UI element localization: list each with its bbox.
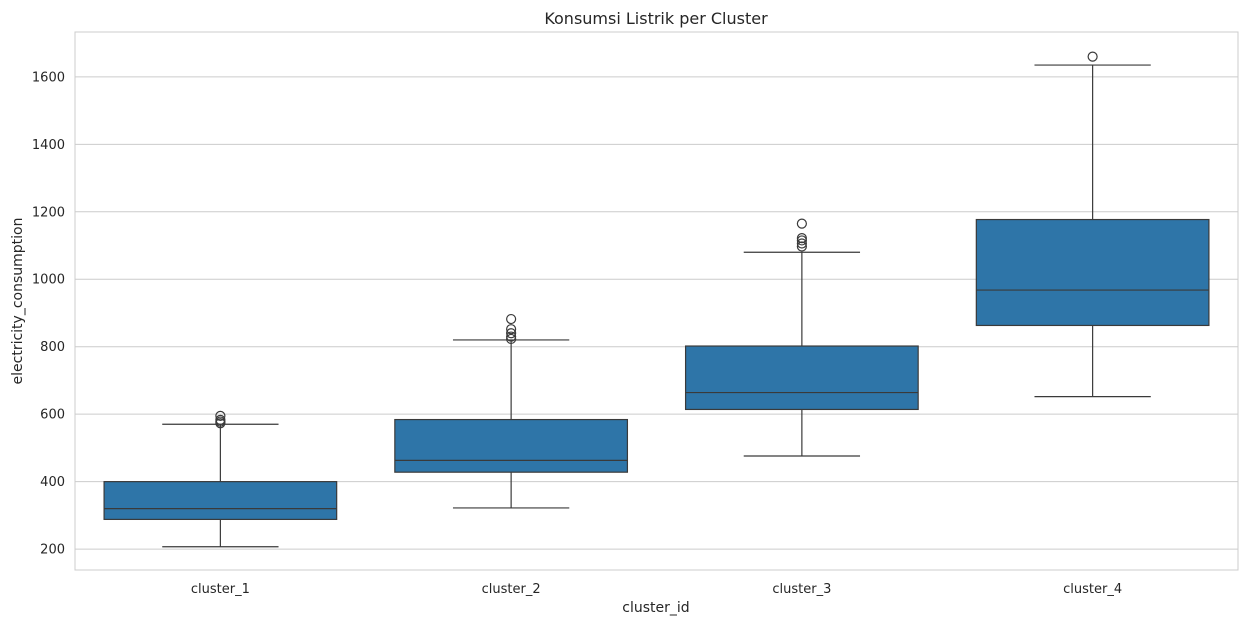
iqr-box xyxy=(975,218,1210,327)
outlier-point xyxy=(215,410,226,421)
y-tick-label: 800 xyxy=(40,340,65,355)
outlier-point xyxy=(506,324,517,335)
y-axis-label: electricity_consumption xyxy=(10,218,26,385)
iqr-box xyxy=(103,481,338,521)
y-tick-label: 1600 xyxy=(32,70,65,85)
chart-title: Konsumsi Listrik per Cluster xyxy=(544,9,768,28)
boxes-layer xyxy=(103,51,1210,548)
box-cluster_1 xyxy=(103,410,338,548)
iqr-box xyxy=(684,345,919,411)
box-cluster_4 xyxy=(975,51,1210,398)
outlier-point xyxy=(215,414,226,425)
x-axis-label: cluster_id xyxy=(622,600,689,616)
x-tick-label: cluster_4 xyxy=(1063,582,1122,597)
x-tick-label: cluster_3 xyxy=(772,582,831,597)
y-tick-label: 1000 xyxy=(32,273,65,288)
box-cluster_2 xyxy=(394,313,629,509)
x-tick-labels: cluster_1 cluster_2 cluster_3 cluster_4 xyxy=(191,582,1122,597)
outlier-point xyxy=(506,331,517,342)
y-tick-label: 1200 xyxy=(32,205,65,220)
y-tick-label: 200 xyxy=(40,543,65,558)
iqr-box xyxy=(394,418,629,473)
y-tick-labels: 200 400 600 800 1000 1200 1400 1600 xyxy=(32,70,65,557)
outlier-point xyxy=(796,238,807,249)
y-tick-label: 1400 xyxy=(32,138,65,153)
outlier-point xyxy=(506,313,517,325)
outlier-point xyxy=(506,328,517,339)
x-tick-label: cluster_2 xyxy=(482,582,541,597)
outlier-point xyxy=(796,232,807,244)
outlier-point xyxy=(796,218,807,229)
box-cluster_3 xyxy=(684,218,919,457)
y-tick-label: 600 xyxy=(40,408,65,423)
outlier-point xyxy=(1087,51,1098,62)
y-tick-label: 400 xyxy=(40,475,65,490)
x-tick-label: cluster_1 xyxy=(191,582,250,597)
